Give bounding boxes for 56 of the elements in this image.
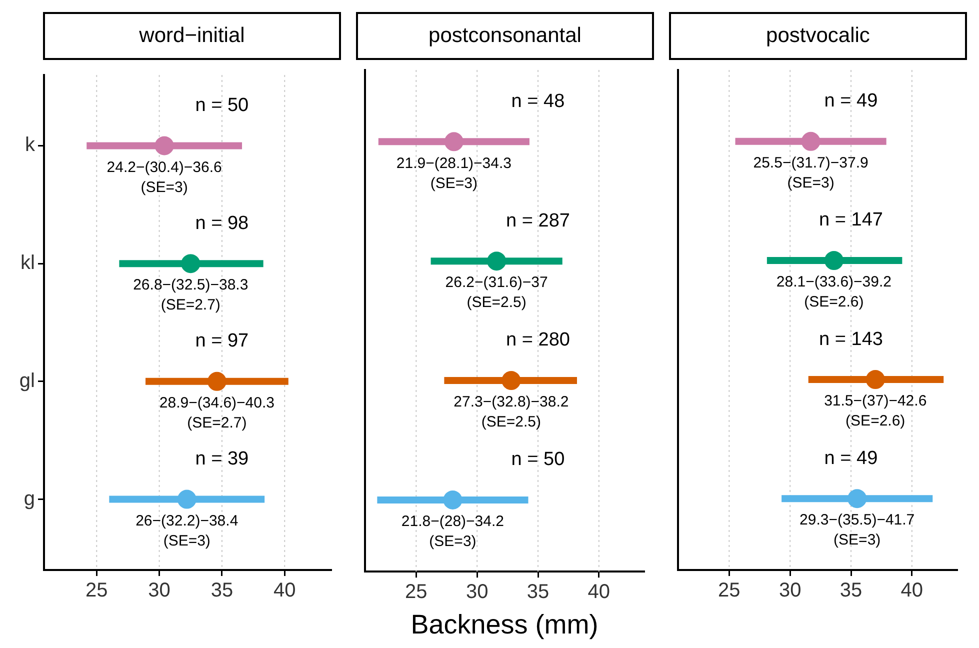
point [154,136,174,156]
data-label: 21.9−(28.1)−34.3 (SE=3) [396,154,512,192]
y-tick-label: g [24,488,35,510]
point [181,254,200,274]
x-tick-label: 40 [900,580,924,602]
data-label: 21.8−(28)−34.2 (SE=3) [401,513,504,550]
data-label: 28.1−(33.6)−39.2 (SE=2.6) [776,274,892,311]
point [848,489,867,508]
annotation: n = 50 [511,449,565,470]
point [444,132,464,152]
x-axis-title: Backness (mm) [410,609,598,640]
x-tick-label: 40 [588,581,610,604]
data-label: 27.3−(32.8)−38.2 (SE=2.5) [454,394,569,431]
annotation: n = 147 [819,210,883,231]
x-tick-label: 35 [210,580,234,602]
x-tick-label: 40 [274,580,296,602]
data-label: 26.2−(31.6)−37 (SE=2.5) [445,274,548,312]
x-tick-label: 30 [778,580,802,602]
y-tick-label: k [25,134,36,156]
x-tick-label: 25 [86,580,108,602]
data-label: 25.5−(31.7)−37.9 (SE=3) [753,154,868,192]
data-label: 24.2−(30.4)−36.6 (SE=3) [106,158,222,196]
annotation: n = 143 [819,328,883,350]
data-label: 26.8−(32.5)−38.3 (SE=2.7) [133,276,248,314]
annotation: n = 97 [195,330,249,352]
annotation: n = 287 [506,210,570,232]
data-label: 31.5−(37)−42.6 (SE=2.6) [824,392,927,430]
data-label: 29.3−(35.5)−41.7 (SE=3) [800,512,915,549]
annotation: n = 39 [195,448,249,470]
annotation: n = 98 [195,212,249,234]
annotation: n = 48 [511,90,565,112]
x-tick-label: 35 [840,580,862,602]
point [487,252,506,271]
data-label: 26−(32.2)−38.4 (SE=3) [136,512,238,550]
annotation: n = 49 [824,448,878,469]
point [866,370,885,390]
x-tick-label: 25 [405,581,428,604]
point [824,250,844,270]
annotation: n = 280 [506,330,570,351]
chart-title: postconsonantal [356,12,654,60]
point [443,490,462,510]
point [502,371,521,390]
x-tick-label: 30 [466,581,488,604]
y-tick-label: kl [20,252,35,274]
x-tick-label: 35 [526,581,550,604]
x-tick-label: 30 [148,580,170,602]
chart-title: postvocalic [669,12,967,60]
y-tick-label: gl [19,370,35,392]
point [177,490,196,509]
annotation: n = 50 [195,94,249,116]
point [207,372,226,391]
data-label: 28.9−(34.6)−40.3 (SE=2.7) [159,394,274,432]
annotation: n = 49 [824,90,878,112]
x-tick-label: 25 [718,580,740,602]
chart-title: word−initial [43,12,341,60]
point [801,132,820,151]
